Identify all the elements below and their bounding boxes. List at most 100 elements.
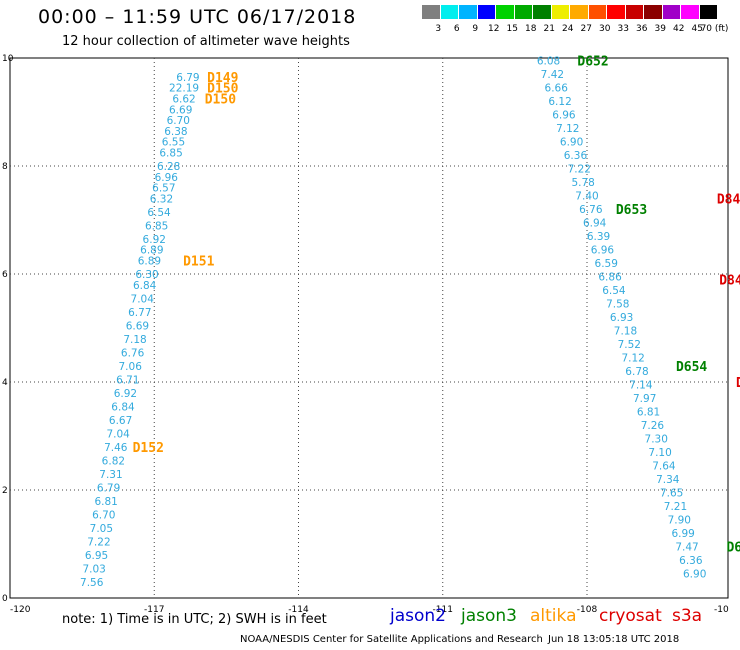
data-point-jason3: 6.99	[671, 528, 694, 540]
x-tick-label: -114	[288, 605, 309, 615]
data-point-jason3: 7.18	[614, 326, 637, 338]
data-point-altika: 6.62	[172, 94, 195, 106]
data-point-altika: 7.03	[82, 563, 105, 575]
data-point-altika: 7.46	[104, 442, 128, 454]
scale-swatch	[588, 5, 607, 19]
data-point-jason3: 7.40	[575, 191, 598, 203]
data-point-altika: 6.76	[121, 347, 145, 359]
data-point-altika: 6.38	[164, 126, 187, 138]
data-point-jason3: 6.12	[548, 96, 571, 108]
pass-label: D151	[183, 255, 214, 270]
data-point-jason3: 6.93	[610, 312, 633, 324]
scale-swatch	[514, 5, 533, 19]
footnote: note: 1) Time is in UTC; 2) SWH is in fe…	[62, 612, 327, 627]
pass-label: D150	[207, 82, 238, 97]
data-point-altika: 7.06	[119, 361, 143, 373]
scale-label: 27	[580, 24, 592, 34]
data-point-altika: 7.18	[123, 334, 146, 346]
scale-swatch	[681, 5, 700, 19]
data-point-jason3: 6.76	[579, 204, 603, 216]
data-point-altika: 6.54	[147, 207, 171, 219]
y-tick-label: 8	[2, 162, 8, 172]
data-point-altika: 6.84	[133, 280, 157, 292]
data-point-altika: 6.77	[128, 307, 151, 319]
data-point-altika: 7.22	[87, 536, 110, 548]
pass-label: D655	[726, 541, 740, 556]
credit-line: NOAA/NESDIS Center for Satellite Applica…	[240, 634, 543, 645]
data-point-jason3: 7.52	[618, 339, 641, 351]
data-point-jason3: 6.36	[679, 555, 703, 567]
scale-label: 36	[636, 24, 648, 34]
data-point-jason3: 6.78	[625, 366, 648, 378]
pass-label: D847	[717, 192, 740, 207]
scale-label: 24	[562, 24, 574, 34]
scale-label: 15	[506, 24, 518, 34]
data-point-jason3: 7.90	[668, 515, 691, 527]
data-point-jason3: 6.81	[637, 407, 660, 419]
data-point-jason3: 7.65	[660, 488, 683, 500]
data-point-altika: 6.81	[94, 496, 117, 508]
data-point-jason3: 5.78	[571, 177, 594, 189]
timestamp: Jun 18 13:05:18 UTC 2018	[548, 634, 680, 645]
x-tick-label: -117	[144, 605, 164, 615]
data-point-jason3: 6.39	[587, 231, 610, 243]
y-tick-label: 4	[2, 378, 8, 388]
data-point-jason3: 6.08	[537, 56, 560, 68]
legend-s3a: s3a	[672, 606, 703, 626]
data-point-altika: 7.04	[131, 293, 155, 305]
data-point-jason3: 7.64	[652, 461, 676, 473]
data-point-jason3: 7.42	[541, 69, 564, 81]
data-point-jason3: 7.30	[645, 434, 668, 446]
x-tick-label: -10	[714, 605, 729, 615]
scale-swatch	[440, 5, 459, 19]
scale-label: 45	[691, 24, 703, 34]
scale-swatch	[533, 5, 552, 19]
data-point-altika: 6.85	[145, 220, 168, 232]
pass-label: D653	[616, 203, 647, 218]
scale-swatch	[570, 5, 589, 19]
data-point-altika: 6.69	[169, 104, 192, 116]
scale-swatch	[699, 5, 718, 19]
pass-label: D152	[133, 441, 164, 456]
data-point-jason3: 6.96	[591, 245, 615, 257]
data-point-jason3: 6.90	[560, 137, 583, 149]
scale-label: 12	[488, 24, 500, 34]
scale-label: 30	[599, 24, 611, 34]
data-point-jason3: 6.66	[545, 83, 569, 95]
x-tick-label: -120	[10, 605, 31, 615]
data-point-jason3: 7.97	[633, 393, 656, 405]
y-tick-label: 2	[2, 486, 8, 496]
scale-swatch	[459, 5, 478, 19]
data-point-altika: 22.19	[169, 83, 199, 95]
data-point-jason3: 7.10	[648, 447, 671, 459]
data-point-jason3: 7.34	[656, 474, 680, 486]
legend-jason2: jason2	[390, 606, 446, 626]
scale-swatch	[644, 5, 663, 19]
pass-label: D654	[676, 360, 707, 375]
data-point-altika: 6.82	[102, 455, 125, 467]
scale-swatch	[662, 5, 681, 19]
scale-label: 39	[654, 24, 666, 34]
scale-swatch	[422, 5, 441, 19]
data-point-altika: 6.67	[109, 415, 132, 427]
y-tick-label: 6	[2, 270, 8, 280]
data-point-jason3: 7.12	[556, 123, 579, 135]
data-point-altika: 6.92	[114, 388, 137, 400]
data-point-altika: 6.69	[126, 320, 149, 332]
data-point-jason3: 7.21	[664, 501, 687, 513]
data-point-altika: 6.95	[85, 550, 108, 562]
data-point-jason3: 6.90	[683, 569, 706, 581]
data-point-jason3: 7.26	[641, 420, 665, 432]
data-point-jason3: 6.36	[564, 150, 588, 162]
pass-label: D149	[207, 71, 238, 86]
legend-cryosat: cryosat	[599, 606, 662, 626]
data-point-jason3: 7.12	[621, 353, 644, 365]
x-tick-label: -108	[577, 605, 598, 615]
data-point-jason3: 7.58	[606, 299, 629, 311]
scale-swatch	[625, 5, 644, 19]
data-point-jason3: 7.22	[568, 164, 591, 176]
scale-swatch	[607, 5, 626, 19]
pass-label: D150	[205, 93, 236, 108]
scale-label: 18	[525, 24, 537, 34]
